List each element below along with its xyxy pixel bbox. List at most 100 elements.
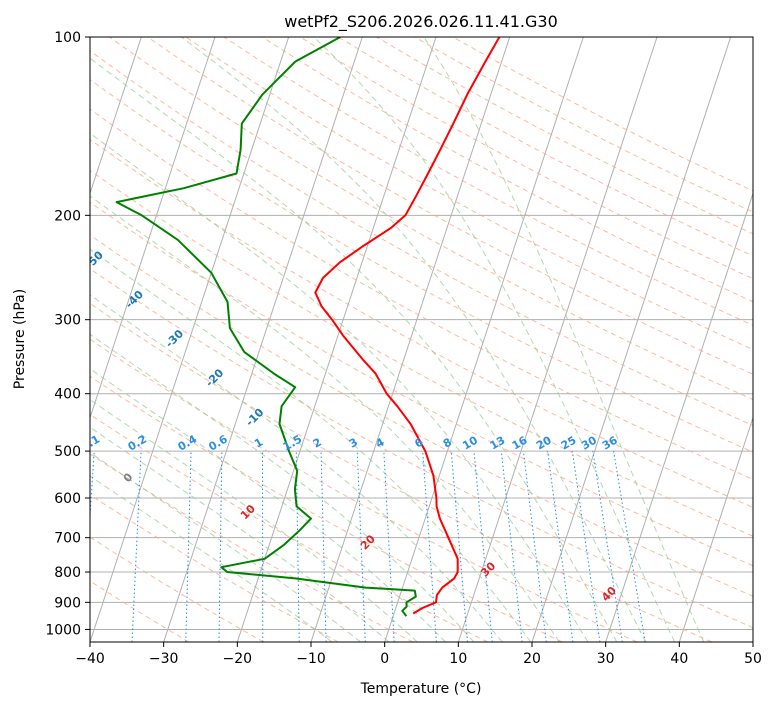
x-tick-label: −40 [75,651,105,667]
dry-adiabat-line [90,268,753,629]
moist-adiabat-line [90,398,418,642]
mixing-ratio-line [571,451,601,642]
isotherm-line [531,37,732,642]
mixing-ratio-label: 10 [460,433,480,452]
dry-adiabat-line [90,580,190,642]
mixing-ratio-line [320,451,327,642]
mixing-ratio-line [218,451,223,642]
dry-adiabat-line [90,453,414,642]
x-tick-label: 20 [523,651,541,667]
isotherm-line [90,37,216,420]
y-axis: 100 200 300 400 500 600 700 800 900 1000 [45,30,90,638]
moist-adiabat-label: -70 [2,170,25,193]
dry-adiabat-line [90,375,563,642]
moist-adiabat-line [90,426,390,642]
mixing-ratio-label: 13 [488,434,508,453]
mixing-ratio-label: 4 [374,435,387,450]
mixing-ratio-label: 30 [579,433,599,452]
moist-adiabat-line [90,57,618,642]
mixing-ratio-line [613,451,646,642]
moist-adiabat-line [90,132,589,642]
mixing-ratio-line [90,451,95,524]
y-tick-label: 700 [54,531,81,547]
isotherm-line [384,37,584,642]
mixing-ratio-label: 3 [347,436,360,451]
x-tick-label: −30 [149,651,179,667]
dry-adiabat-line [90,338,638,642]
isotherm-line [752,640,753,642]
y-tick-label: 500 [54,444,81,460]
dry-adiabat-line [223,37,753,326]
mixing-ratio-line [547,451,574,642]
dry-adiabat-label: 0 [121,470,136,485]
moist-adiabat-label: -30 [163,327,186,350]
mixing-ratio-label: 0.2 [126,433,149,454]
x-axis-label: Temperature (°C) [360,681,482,697]
mixing-ratio-line [522,451,547,642]
dry-adiabat-line [90,138,753,508]
profile-series-line [314,37,501,615]
dry-adiabat-line [90,302,712,642]
chart-title: wetPf2_S206.2026.026.11.41.G30 [284,12,558,32]
moist-adiabat-line [90,195,560,642]
isotherm-line [236,37,437,642]
x-tick-label: 30 [597,651,615,667]
x-tick-label: 50 [744,651,762,667]
background-lines [0,37,753,642]
x-tick-label: −10 [296,651,326,667]
mixing-ratio-line [500,451,523,642]
dry-adiabat-line [452,37,753,192]
dry-adiabat-line [185,37,753,351]
isotherm-line [90,37,290,642]
y-tick-label: 900 [54,595,81,611]
x-tick-label: 10 [449,651,467,667]
x-tick-label: 0 [380,651,389,667]
profile-lines [115,37,501,617]
mixing-ratio-line [592,451,623,642]
isotherm-line [0,37,68,642]
isotherm-line [605,191,753,642]
y-tick-label: 200 [54,208,81,224]
y-tick-label: 1000 [45,622,81,638]
dry-adiabat-label: 30 [478,559,498,579]
moist-adiabat-line [90,475,333,642]
moist-adiabat-line [313,37,676,642]
dry-adiabat-line [414,37,753,213]
mixing-ratio-label: 16 [510,433,530,452]
x-axis: −40 −30 −20 −10 0 10 20 30 40 50 [75,642,762,667]
dry-adiabat-line [90,78,753,453]
mixing-ratio-label: 20 [534,433,554,452]
x-tick-label: 40 [670,651,688,667]
moist-adiabat-line [90,248,532,642]
dry-adiabat-line [299,37,753,280]
dry-adiabat-line [376,37,753,235]
y-tick-label: 400 [54,387,81,403]
isotherm-line [163,37,363,642]
moist-adiabat-label: -50 [83,248,106,271]
mixing-ratio-label: 0.4 [176,432,200,453]
dry-adiabat-line [90,108,753,481]
y-tick-label: 100 [54,30,81,46]
dry-adiabat-line [90,234,753,597]
dry-adiabat-line [90,536,264,642]
y-axis-label: Pressure (hPa) [12,289,28,389]
profile-series-line [115,37,417,617]
y-tick-label: 800 [54,565,81,581]
isotherm-line [90,37,142,195]
plot-frame [89,36,754,643]
moist-adiabat-line [90,368,446,642]
mixing-ratio-line [450,451,469,642]
dry-adiabat-line [90,169,753,537]
moist-adiabat-line [90,294,503,642]
y-tick-label: 300 [54,313,81,329]
dry-adiabat-line [90,413,488,642]
dry-adiabat-label: 10 [238,502,258,522]
dry-adiabat-line [109,37,753,401]
moist-adiabat-label: -10 [243,405,266,428]
dry-adiabat-line [261,37,753,303]
moist-adiabat-line [423,37,705,642]
isotherm-line [678,416,753,642]
mixing-ratio-line [185,451,192,642]
y-tick-label: 600 [54,491,81,507]
